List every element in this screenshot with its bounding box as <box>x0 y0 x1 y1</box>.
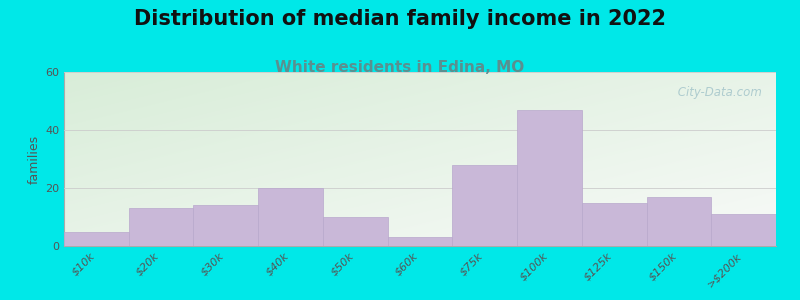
Bar <box>517 110 582 246</box>
Bar <box>582 202 646 246</box>
Bar <box>711 214 776 246</box>
Y-axis label: families: families <box>28 134 41 184</box>
Text: White residents in Edina, MO: White residents in Edina, MO <box>275 60 525 75</box>
Bar <box>129 208 194 246</box>
Bar <box>64 232 129 246</box>
Text: Distribution of median family income in 2022: Distribution of median family income in … <box>134 9 666 29</box>
Bar <box>323 217 388 246</box>
Bar <box>452 165 517 246</box>
Bar <box>194 206 258 246</box>
Bar <box>388 237 452 246</box>
Bar <box>646 197 711 246</box>
Bar <box>258 188 323 246</box>
Text: City-Data.com: City-Data.com <box>674 86 762 99</box>
